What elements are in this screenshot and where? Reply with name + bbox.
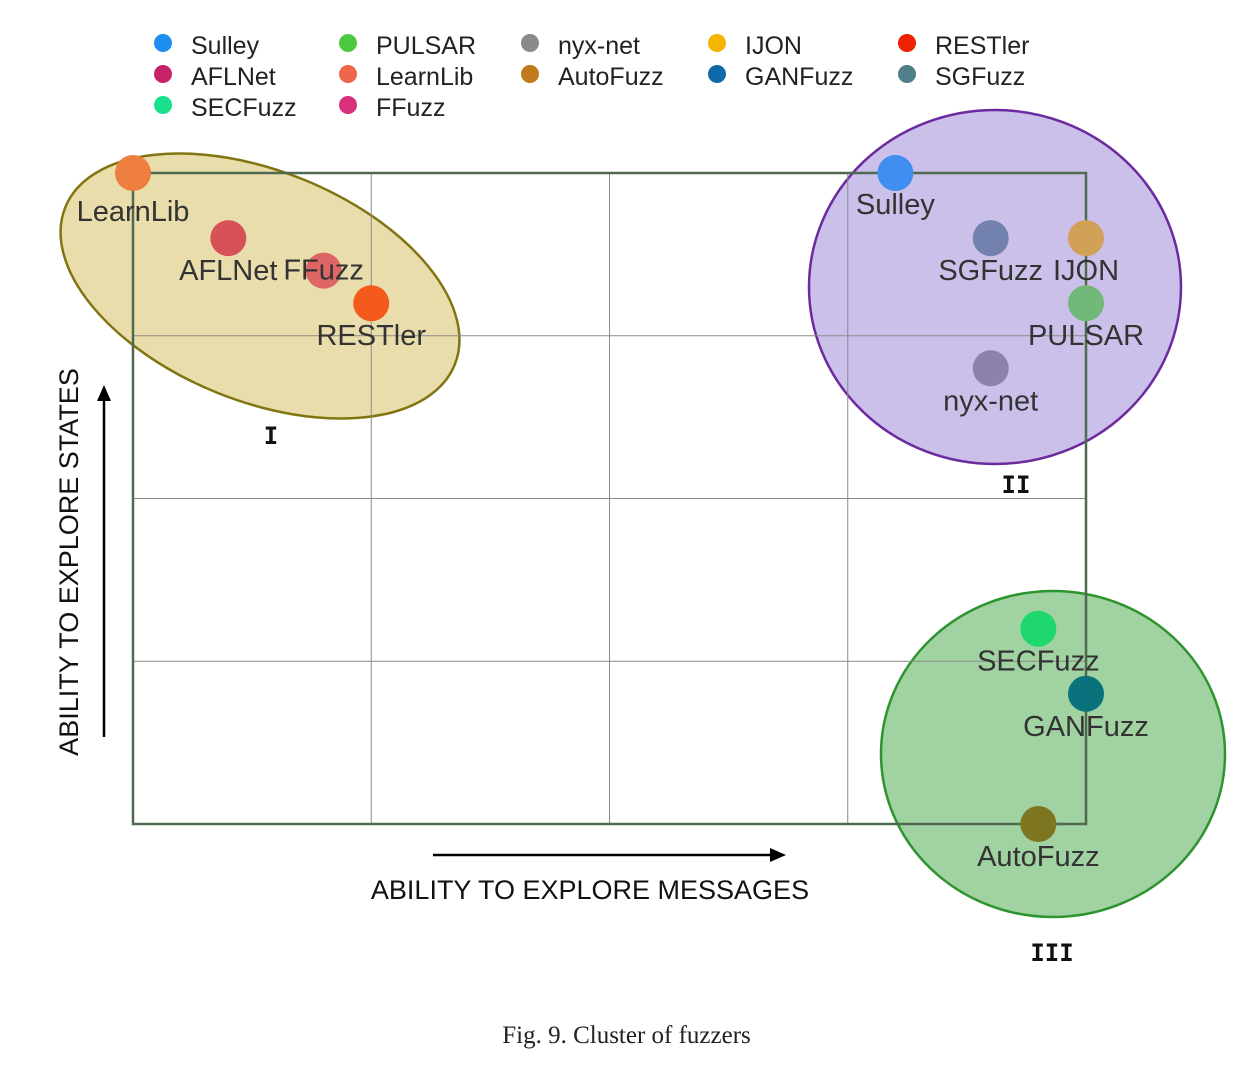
point-label-aflnet: AFLNet	[179, 255, 277, 287]
plot-grid	[131, 171, 1088, 826]
legend-label-pulsar: PULSAR	[376, 32, 476, 60]
point-label-secfuzz: SECFuzz	[977, 646, 1099, 678]
figure-caption: Fig. 9. Cluster of fuzzers	[502, 1022, 751, 1049]
point-label-learnlib: LearnLib	[77, 196, 190, 228]
legend-marker-sulley	[154, 34, 172, 52]
y-axis-arrowhead	[97, 385, 111, 401]
point-label-nyx-net: nyx-net	[943, 385, 1038, 417]
point-nyx-net	[972, 350, 1009, 387]
legend-label-learnlib: LearnLib	[376, 63, 473, 91]
legend-label-secfuzz: SECFuzz	[191, 94, 297, 122]
legend-label-ijon: IJON	[745, 32, 802, 60]
point-restler	[353, 285, 390, 322]
x-axis: ABILITY TO EXPLORE MESSAGES	[371, 848, 809, 905]
legend-label-restler: RESTler	[935, 32, 1029, 60]
data-points	[115, 155, 1104, 842]
point-label-ijon: IJON	[1053, 255, 1119, 287]
legend: Sulley PULSAR nyx-net IJON RESTler AFLNet Lear…	[154, 32, 1029, 122]
cluster-ellipses	[59, 108, 1227, 919]
legend-marker-autofuzz	[521, 65, 539, 83]
legend-label-sgfuzz: SGFuzz	[935, 63, 1025, 91]
legend-marker-ijon	[708, 34, 726, 52]
legend-label-aflnet: AFLNet	[191, 63, 276, 91]
point-sgfuzz	[972, 220, 1009, 257]
point-learnlib	[115, 155, 151, 191]
legend-marker-ganfuzz	[708, 65, 726, 83]
point-label-sgfuzz: SGFuzz	[938, 255, 1043, 287]
point-pulsar	[1068, 285, 1104, 322]
legend-label-autofuzz: AutoFuzz	[558, 63, 664, 91]
legend-marker-nyx-net	[521, 34, 539, 52]
point-label-sulley: Sulley	[856, 189, 935, 221]
point-ganfuzz	[1068, 675, 1104, 712]
legend-marker-restler	[898, 34, 916, 52]
point-label-ganfuzz: GANFuzz	[1023, 711, 1149, 743]
legend-marker-ffuzz	[339, 96, 357, 114]
plot-frame	[131, 171, 1088, 826]
cluster-label-i: I	[264, 422, 278, 450]
y-axis-label: ABILITY TO EXPLORE STATES	[54, 368, 84, 756]
point-labels: LearnLib AFLNet FFuzz RESTler Sulley SGFuzz IJ…	[77, 189, 1149, 873]
x-axis-arrowhead	[770, 848, 786, 862]
legend-marker-sgfuzz	[898, 65, 916, 83]
point-autofuzz	[1020, 806, 1057, 842]
point-label-restler: RESTler	[316, 320, 426, 352]
legend-label-nyx-net: nyx-net	[558, 32, 640, 60]
point-aflnet	[210, 220, 247, 257]
cluster-ellipse-i	[59, 152, 461, 420]
cluster-ellipse-ii	[807, 108, 1183, 466]
point-label-autofuzz: AutoFuzz	[977, 841, 1100, 873]
point-label-ffuzz: FFuzz	[283, 255, 364, 287]
point-sulley	[877, 155, 914, 191]
point-label-pulsar: PULSAR	[1028, 320, 1144, 352]
x-axis-label: ABILITY TO EXPLORE MESSAGES	[371, 875, 809, 905]
point-secfuzz	[1020, 610, 1057, 647]
legend-marker-secfuzz	[154, 96, 172, 114]
point-ffuzz	[305, 252, 342, 289]
legend-marker-pulsar	[339, 34, 357, 52]
legend-label-ffuzz: FFuzz	[376, 94, 445, 122]
legend-label-sulley: Sulley	[191, 32, 260, 60]
cluster-label-ii: II	[1002, 471, 1031, 499]
legend-marker-learnlib	[339, 65, 357, 83]
legend-label-ganfuzz: GANFuzz	[745, 63, 853, 91]
cluster-label-iii: III	[1030, 939, 1073, 967]
y-axis: ABILITY TO EXPLORE STATES	[54, 368, 111, 756]
cluster-ellipse-iii	[879, 589, 1227, 919]
point-ijon	[1068, 220, 1104, 257]
legend-marker-aflnet	[154, 65, 172, 83]
